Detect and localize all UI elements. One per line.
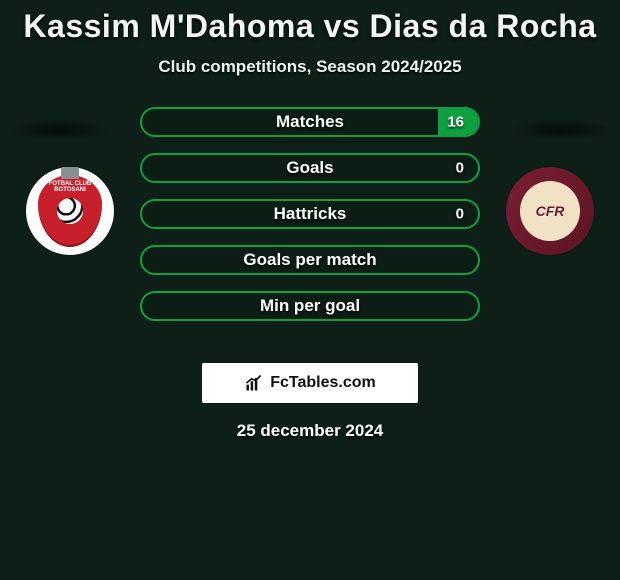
player-shadow-right [510,119,612,141]
chart-icon [244,373,264,393]
stat-value-right: 16 [447,114,464,131]
stat-bar: Min per goal [140,291,480,321]
stat-bar: Goals per match [140,245,480,275]
player-shadow-left [8,119,110,141]
page-title: Kassim M'Dahoma vs Dias da Rocha [0,8,620,45]
subtitle: Club competitions, Season 2024/2025 [0,57,620,77]
stats-bars: Matches 16 Goals 0 Hattricks 0 Goals per match… [140,107,480,337]
stat-label: Goals [286,158,333,178]
shield-icon: FOTBAL CLUB BOTOSANI [38,175,102,247]
watermark[interactable]: FcTables.com [202,363,418,403]
watermark-text: FcTables.com [270,374,376,392]
crest-right-text: CFR [536,203,565,219]
stat-bar: Goals 0 [140,153,480,183]
footer-date: 25 december 2024 [0,421,620,441]
stat-value-right: 0 [456,160,464,177]
stat-label: Min per goal [260,296,360,316]
football-icon [57,198,83,224]
crest-left-text: FOTBAL CLUB BOTOSANI [38,181,102,193]
comparison-card: Kassim M'Dahoma vs Dias da Rocha Club co… [0,0,620,441]
stat-bar: Hattricks 0 [140,199,480,229]
stat-label: Matches [276,112,344,132]
stat-value-right: 0 [456,206,464,223]
main-area: FOTBAL CLUB BOTOSANI CFR Matches 16 Goals 0… [0,107,620,357]
team-crest-right: CFR [506,167,594,255]
stat-label: Goals per match [243,250,376,270]
team-crest-left: FOTBAL CLUB BOTOSANI [26,167,114,255]
tower-icon [61,167,79,179]
stat-label: Hattricks [274,204,347,224]
badge-icon: CFR [520,181,580,241]
stat-bar: Matches 16 [140,107,480,137]
